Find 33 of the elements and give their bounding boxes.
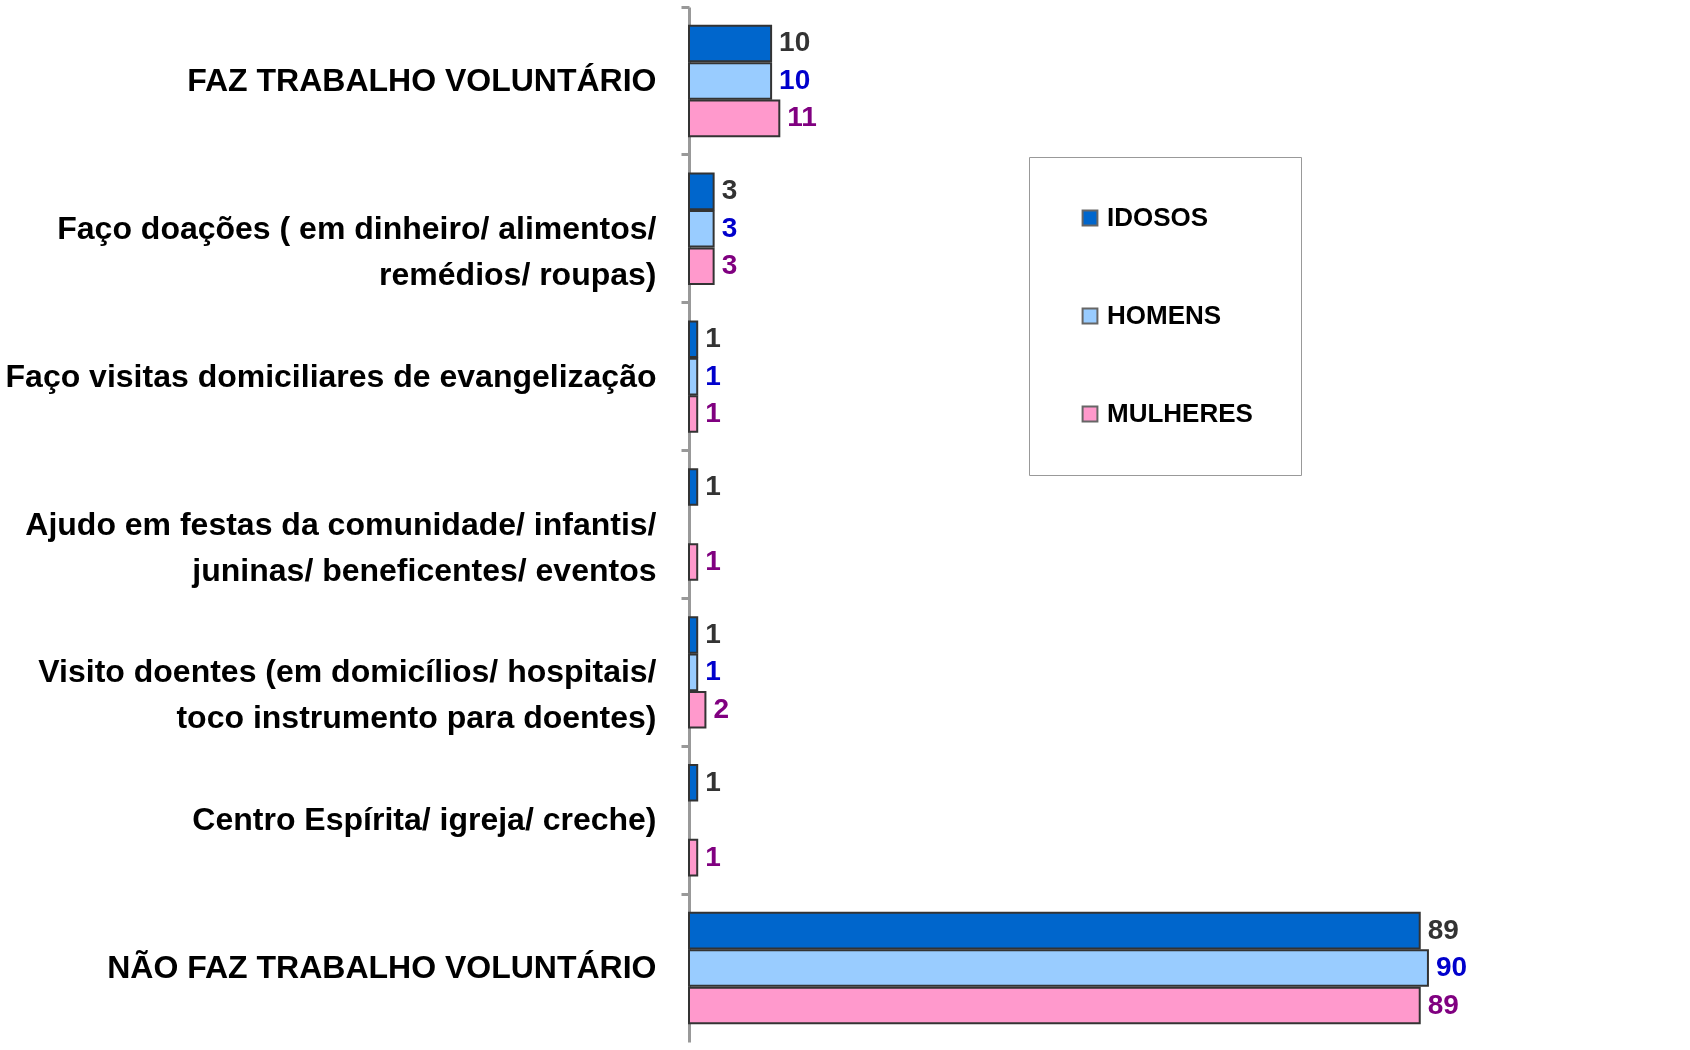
data-label: 2 (713, 692, 729, 724)
bar (688, 838, 699, 877)
data-label: 1 (705, 765, 721, 797)
bar (688, 764, 699, 802)
data-label: 3 (721, 174, 738, 206)
data-label: 10 (779, 26, 811, 58)
data-label: 10 (779, 63, 811, 95)
data-label: 1 (705, 322, 721, 354)
data-label: 11 (787, 101, 817, 133)
data-label: 1 (705, 840, 721, 872)
data-label: 90 (1435, 951, 1468, 983)
data-label: 1 (705, 397, 721, 429)
bar (688, 543, 699, 581)
legend-label: MULHERES (1107, 398, 1253, 428)
data-label: 89 (1427, 913, 1459, 945)
data-label: 3 (721, 211, 738, 243)
data-label: 1 (705, 544, 721, 576)
data-label: 1 (705, 470, 721, 502)
data-label: 1 (705, 655, 721, 687)
y-tick-label: FAZ TRABALHO VOLUNTÁRIO (187, 61, 657, 98)
legend-label: HOMENS (1107, 300, 1222, 330)
y-tick-label: Faço visitas domiciliares de evangelização (5, 357, 657, 394)
legend-label: IDOSOS (1107, 202, 1209, 232)
data-label: 1 (705, 359, 721, 391)
y-tick-label: NÃO FAZ TRABALHO VOLUNTÁRIO (107, 949, 657, 986)
y-tick-label: Ajudo em festas da comunidade/ infantis/ juninas/ beneficentes/ eventos (25, 505, 657, 588)
bar (688, 468, 699, 506)
y-tick-label: Faço doações ( em dinheiro/ alimentos/ remédios/ roupas) (57, 209, 657, 292)
data-label: 1 (705, 617, 721, 649)
data-label: 3 (721, 249, 738, 281)
data-label: 89 (1427, 988, 1459, 1020)
y-tick-label: Visito doentes (em domicílios/ hospitais/ toco instrumento para doentes) (38, 653, 657, 736)
y-tick-label: Centro Espírita/ igreja/ creche) (192, 801, 657, 838)
